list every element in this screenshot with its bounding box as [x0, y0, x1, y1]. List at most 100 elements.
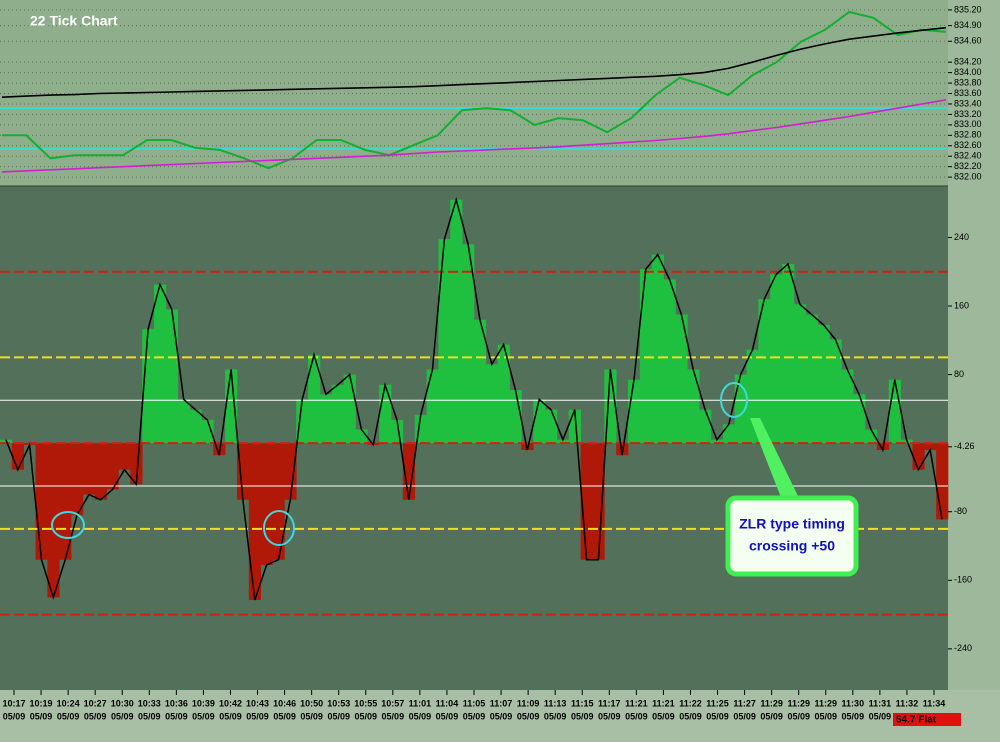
bar: [35, 443, 48, 560]
bar: [331, 384, 344, 444]
bar: [82, 443, 96, 495]
series-line: [1, 26, 947, 98]
y-tick-label: -240: [954, 643, 972, 653]
bar: [11, 443, 24, 470]
x-date-label: 05/09: [544, 711, 567, 721]
x-tick-label: 11:15: [571, 698, 594, 708]
bar: [165, 309, 179, 444]
bar: [71, 443, 84, 516]
y-tick-label: 833.40: [954, 98, 982, 108]
bar: [177, 399, 190, 444]
y-tick-label: 834.90: [954, 20, 982, 30]
bar: [154, 284, 167, 444]
callout-box: [725, 495, 859, 577]
bar: [888, 379, 901, 444]
x-tick-label: 11:32: [896, 698, 919, 708]
x-tick-label: 11:29: [787, 698, 810, 708]
bar: [829, 339, 842, 444]
x-tick-label: 10:30: [111, 698, 134, 708]
bar: [450, 199, 463, 444]
x-tick-label: 11:30: [842, 698, 865, 708]
bar: [497, 344, 510, 444]
bar: [201, 420, 214, 444]
bar: [509, 390, 522, 444]
x-date-label: 05/09: [490, 711, 513, 721]
x-date-label: 05/09: [3, 711, 26, 721]
y-tick-label: 834.60: [954, 36, 982, 46]
y-tick-label: 80: [954, 369, 964, 379]
bar: [438, 239, 451, 444]
x-tick-label: 10:36: [165, 698, 188, 708]
y-tick-label: 832.80: [954, 130, 982, 140]
bar: [284, 443, 297, 500]
x-tick-label: 11:21: [625, 698, 648, 708]
bar: [272, 443, 285, 560]
x-date-label: 05/09: [192, 711, 215, 721]
bar: [628, 379, 641, 444]
bar: [639, 269, 653, 444]
bar: [711, 439, 724, 444]
x-tick-label: 10:55: [354, 698, 377, 708]
bar: [379, 384, 392, 444]
x-tick-label: 10:27: [84, 698, 107, 708]
highlight-circle: [720, 382, 748, 418]
x-date-label: 05/09: [409, 711, 432, 721]
x-date-label: 05/09: [246, 711, 269, 721]
bar: [343, 374, 356, 444]
bar: [616, 443, 629, 456]
bar: [936, 443, 949, 520]
bar: [533, 399, 546, 444]
x-tick-label: 10:39: [192, 698, 215, 708]
y-tick-label: 833.00: [954, 119, 982, 129]
y-tick-label: 832.20: [954, 161, 982, 171]
x-date-label: 05/09: [787, 711, 810, 721]
y-tick-label: -4.26: [954, 441, 975, 451]
bar: [296, 399, 309, 444]
x-tick-label: 11:21: [652, 698, 675, 708]
y-tick-label: 833.60: [954, 88, 982, 98]
bar: [687, 369, 700, 444]
bar: [474, 319, 487, 444]
x-tick-label: 11:04: [436, 698, 459, 708]
callout-pointer: [750, 418, 800, 500]
x-date-label: 05/09: [30, 711, 53, 721]
x-tick-label: 11:13: [544, 698, 567, 708]
x-date-label: 05/09: [463, 711, 486, 721]
bar: [189, 409, 202, 444]
x-tick-label: 10:43: [246, 698, 269, 708]
y-tick-label: 834.20: [954, 57, 982, 67]
highlight-circle: [51, 511, 85, 539]
x-date-label: 05/09: [842, 711, 865, 721]
bar: [260, 443, 273, 565]
x-date-label: 05/09: [625, 711, 648, 721]
x-date-label: 05/09: [733, 711, 756, 721]
x-date-label: 05/09: [382, 711, 405, 721]
annotation: ZLR type timing: [739, 516, 845, 532]
bar: [722, 424, 735, 444]
bar: [106, 443, 119, 490]
y-tick-label: -160: [954, 575, 972, 585]
bar: [663, 279, 676, 444]
bar: [308, 354, 321, 444]
status-box: [893, 713, 961, 726]
y-tick-label: 832.40: [954, 151, 982, 161]
bar: [462, 244, 475, 444]
bar: [699, 409, 712, 444]
x-tick-label: 11:31: [869, 698, 892, 708]
x-date-label: 05/09: [273, 711, 296, 721]
x-date-label: 05/09: [598, 711, 621, 721]
x-tick-label: 11:09: [517, 698, 540, 708]
bar: [865, 429, 878, 444]
x-date-label: 05/09: [138, 711, 161, 721]
x-date-label: 05/09: [652, 711, 675, 721]
highlight-circle: [263, 510, 295, 546]
x-tick-label: 11:27: [733, 698, 756, 708]
chart-title: 22 Tick Chart: [30, 13, 118, 29]
bar: [130, 443, 143, 485]
x-date-label: 05/09: [760, 711, 783, 721]
x-tick-label: 11:07: [490, 698, 513, 708]
y-tick-label: 834.00: [954, 67, 982, 77]
x-tick-label: 10:46: [273, 698, 296, 708]
bar: [225, 369, 238, 444]
bar: [793, 304, 807, 444]
